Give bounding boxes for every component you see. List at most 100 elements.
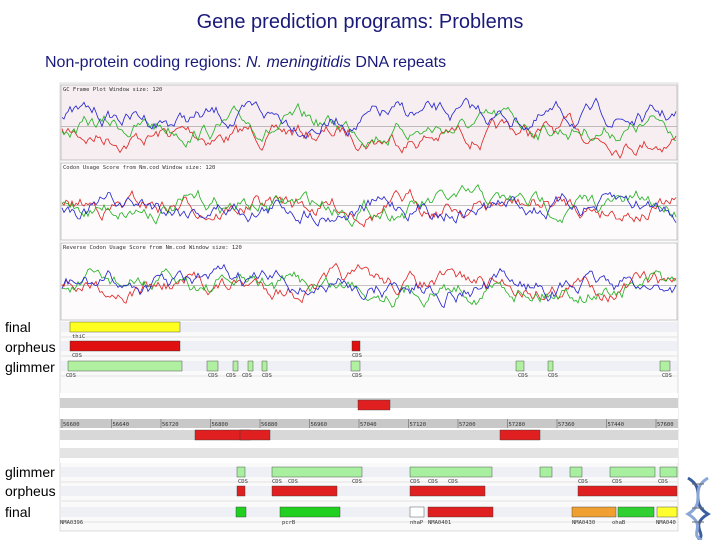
coordinate-label: 57360 <box>558 422 575 428</box>
coordinate-label: 57120 <box>410 422 427 428</box>
coordinate-label: 57040 <box>360 422 377 428</box>
track-row <box>61 507 677 517</box>
strand-bar <box>60 448 678 458</box>
track-row <box>61 322 677 332</box>
subtitle-rest: DNA repeats <box>351 54 446 71</box>
feature <box>357 399 391 411</box>
feature <box>609 466 656 478</box>
feature <box>515 360 525 372</box>
track-label: orpheus <box>5 483 56 499</box>
feature <box>547 360 554 372</box>
feature-label: CDS <box>352 353 362 359</box>
coordinate-label: 56960 <box>311 422 328 428</box>
track-row <box>61 467 677 477</box>
feature-label: thiC <box>72 334 85 340</box>
plot-trace <box>61 263 677 309</box>
coordinate-label: 57200 <box>459 422 476 428</box>
feature-label: CDS <box>352 373 362 379</box>
gene-label: nhaP <box>410 520 424 526</box>
gene-label: NMA0430 <box>572 520 595 526</box>
feature <box>659 466 678 478</box>
coordinate-label: 57280 <box>509 422 526 428</box>
feature <box>571 506 617 518</box>
feature-label: CDS <box>662 373 672 379</box>
plot-panel <box>60 162 678 241</box>
feature <box>617 506 655 518</box>
subtitle-species: N. meningitidis <box>246 54 351 71</box>
feature <box>232 360 239 372</box>
feature <box>236 466 246 478</box>
feature-label: CDS <box>578 479 588 485</box>
feature-label: CDS <box>272 479 282 485</box>
feature <box>69 321 181 333</box>
feature <box>247 360 254 372</box>
feature-label: CDS <box>242 373 252 379</box>
gene-label: NMA0401 <box>428 520 451 526</box>
strand-bar <box>60 430 678 440</box>
coordinate-label: 57600 <box>657 422 674 428</box>
feature <box>427 506 494 518</box>
coordinate-label: 56600 <box>63 422 80 428</box>
feature <box>351 340 361 352</box>
track-label: glimmer <box>5 359 55 375</box>
feature-label: CDS <box>238 479 248 485</box>
feature-label: CDS <box>72 353 82 359</box>
feature <box>577 485 678 497</box>
feature <box>239 429 271 441</box>
coordinate-label: 56880 <box>261 422 278 428</box>
track-label: final <box>5 319 31 335</box>
plot-title: Reverse Codon Usage Score from Nm.cod Wi… <box>63 245 242 251</box>
gene-label: NMA040 <box>656 520 676 526</box>
coordinate-label: 56720 <box>162 422 179 428</box>
feature-label: CDS <box>226 373 236 379</box>
plot-trace <box>61 97 677 140</box>
feature-label: CDS <box>262 373 272 379</box>
feature <box>656 506 678 518</box>
feature-label: CDS <box>410 479 420 485</box>
track-row <box>61 341 677 351</box>
coordinate-label: 56640 <box>113 422 130 428</box>
feature <box>69 340 181 352</box>
dna-icon <box>685 476 711 540</box>
feature-label: CDS <box>448 479 458 485</box>
gene-label: pcrB <box>282 520 296 526</box>
feature <box>261 360 268 372</box>
plot-trace <box>61 191 677 227</box>
track-row <box>61 361 677 371</box>
feature <box>271 485 338 497</box>
feature-label: CDS <box>288 479 298 485</box>
plot-panel <box>60 84 678 161</box>
feature <box>271 466 363 478</box>
feature <box>236 485 246 497</box>
plot-trace <box>61 184 677 228</box>
gene-label: ohaB <box>612 520 626 526</box>
plot-panel <box>60 242 678 321</box>
feature-label: CDS <box>612 479 622 485</box>
track-label: glimmer <box>5 464 55 480</box>
feature-label: CDS <box>658 479 668 485</box>
plot-trace <box>61 102 677 148</box>
feature <box>409 466 493 478</box>
feature-label: CDS <box>66 373 76 379</box>
feature-label: CDS <box>208 373 218 379</box>
feature-label: CDS <box>428 479 438 485</box>
plot-trace <box>61 262 677 304</box>
feature <box>659 360 671 372</box>
track-label: final <box>5 504 31 520</box>
coordinate-label: 57440 <box>608 422 625 428</box>
feature-label: CDS <box>352 479 362 485</box>
feature <box>569 466 583 478</box>
feature <box>206 360 219 372</box>
track-row <box>61 486 677 496</box>
track-label: orpheus <box>5 339 56 355</box>
plot-title: Codon Usage Score from Nm.cod Window siz… <box>63 165 215 171</box>
feature-label: CDS <box>518 373 528 379</box>
feature <box>539 466 553 478</box>
slide-title: Gene prediction programs: Problems <box>197 11 524 33</box>
feature-label: CDS <box>548 373 558 379</box>
feature <box>67 360 183 372</box>
subtitle-lead: Non-protein coding regions: <box>45 54 246 71</box>
feature <box>409 506 425 518</box>
coordinate-bar <box>60 419 678 428</box>
